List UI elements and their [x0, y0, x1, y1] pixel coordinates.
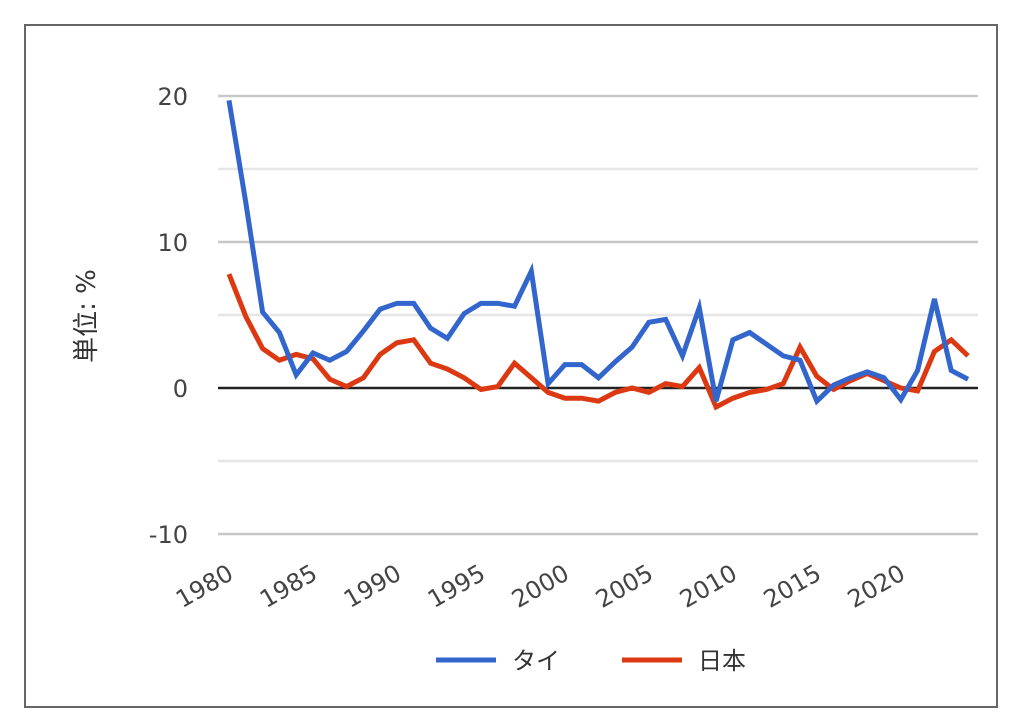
chart-frame	[24, 24, 998, 708]
legend-label-0: タイ	[512, 647, 560, 675]
y-axis-label: 単位: %	[72, 269, 102, 363]
y-tick-label: 20	[157, 83, 188, 111]
x-tick-label: 2015	[759, 559, 826, 614]
x-tick-label: 2020	[843, 559, 910, 614]
y-tick-label: 0	[173, 375, 188, 403]
x-tick-label: 2005	[591, 559, 658, 614]
x-tick-label: 1985	[255, 559, 322, 614]
series-line-0	[226, 99, 970, 406]
x-tick-label: 1995	[423, 559, 490, 614]
x-tick-label: 1990	[339, 559, 406, 614]
x-tick-label: 2010	[675, 559, 742, 614]
x-tick-label: 1980	[171, 559, 238, 614]
y-tick-label: -10	[149, 521, 188, 549]
series-line-1	[226, 273, 970, 411]
x-tick-label: 2000	[507, 559, 574, 614]
legend-label-1: 日本	[698, 647, 746, 675]
y-tick-label: 10	[157, 229, 188, 257]
